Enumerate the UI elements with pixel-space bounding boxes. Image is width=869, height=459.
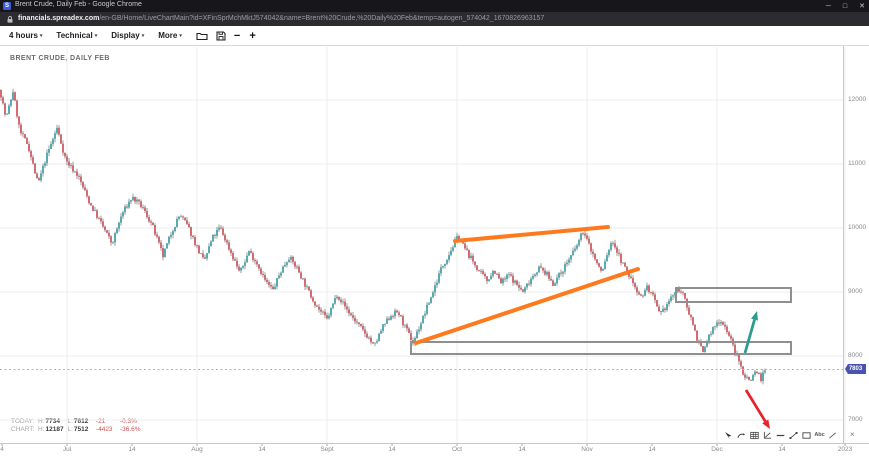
axes-tool-icon[interactable] [763, 430, 772, 441]
url-path: /en-GB/Home/LiveChartMain?id=XFinSprMchM… [99, 15, 545, 22]
save-icon[interactable] [216, 30, 226, 41]
chart-toolbar: 4 hours ▾ Technical ▾ Display ▾ More ▾ − + [0, 26, 869, 46]
y-axis-label: 9000 [848, 288, 863, 295]
drawing-toolbar: Abc × [724, 428, 855, 442]
y-axis-label: 10000 [848, 224, 867, 231]
last-price-badge: 7803 [845, 364, 866, 374]
diagonal-line-tool-icon[interactable] [828, 430, 837, 441]
x-axis-label: Dec [711, 446, 723, 453]
site-favicon-icon: S [3, 2, 11, 10]
window-controls: ─ □ ✕ [826, 0, 865, 12]
x-axis-label: Oct [451, 446, 463, 453]
timeframe-dropdown[interactable]: 4 hours ▾ [9, 31, 43, 40]
rectangle-tool-icon[interactable] [802, 430, 811, 441]
x-axis-label: 4 [0, 446, 4, 453]
y-axis-label: 12000 [848, 96, 867, 103]
chart-region[interactable] [0, 46, 869, 459]
legend-today-row: TODAY: H:7734 L:7612 -21 -0.3% [11, 418, 137, 425]
minimize-button[interactable]: ─ [825, 2, 831, 10]
zoom-in-button[interactable]: + [249, 29, 256, 42]
lock-icon [7, 15, 13, 23]
x-axis-label: Nov [581, 446, 593, 453]
y-axis-label: 11000 [848, 160, 866, 167]
drawing-toolbar-close-icon[interactable]: × [850, 430, 855, 439]
x-axis-label: 2023 [837, 446, 853, 453]
title-bar: S Brent Crude, Daily Feb - Google Chrome… [0, 0, 869, 12]
curved-arrow-tool-icon[interactable] [737, 430, 746, 441]
chart-legend: TODAY: H:7734 L:7612 -21 -0.3% CHART: H:12187… [11, 418, 144, 434]
toolbar-divider [843, 430, 844, 440]
chevron-down-icon: ▾ [141, 33, 145, 39]
x-axis-label: Aug [191, 446, 203, 453]
cursor-tool-icon[interactable] [724, 430, 733, 441]
x-axis-label: Jul [62, 446, 72, 453]
table-tool-icon[interactable] [750, 430, 759, 441]
y-axis-label: 8000 [848, 352, 863, 359]
url-domain: financials.spreadex.com [18, 15, 100, 22]
x-axis-label: Sept [320, 446, 334, 453]
chevron-down-icon: ▾ [94, 33, 98, 39]
open-folder-icon[interactable] [196, 31, 208, 41]
chevron-down-icon: ▾ [179, 33, 182, 39]
legend-chart-row: CHART: H:12187 L:7512 -4423 -36.6% [11, 426, 141, 433]
window-title: Brent Crude, Daily Feb - Google Chrome [15, 1, 142, 8]
technical-dropdown[interactable]: Technical ▾ [56, 31, 98, 40]
x-axis-label: 14 [778, 446, 786, 453]
address-bar[interactable]: financials.spreadex.com/en-GB/Home/LiveC… [0, 12, 869, 26]
more-dropdown[interactable]: More ▾ [158, 31, 182, 40]
chart-symbol-label: BRENT CRUDE, DAILY FEB [10, 55, 110, 62]
display-dropdown[interactable]: Display ▾ [111, 31, 145, 40]
x-axis-label: 14 [128, 446, 136, 453]
text-tool-icon[interactable]: Abc [814, 432, 825, 438]
trend-line-tool-icon[interactable] [789, 430, 798, 441]
zoom-out-button[interactable]: − [233, 29, 241, 42]
x-axis-label: 14 [388, 446, 396, 453]
chevron-down-icon: ▾ [39, 33, 43, 39]
horizontal-line-tool-icon[interactable] [776, 430, 785, 441]
close-button[interactable]: ✕ [859, 3, 865, 10]
maximize-button[interactable]: □ [842, 2, 848, 10]
x-axis-label: 14 [258, 446, 266, 453]
x-axis-label: 14 [648, 446, 656, 453]
x-axis-label: 14 [518, 446, 526, 453]
y-axis-label: 7000 [848, 416, 863, 423]
url-text[interactable]: financials.spreadex.com/en-GB/Home/LiveC… [18, 15, 544, 22]
